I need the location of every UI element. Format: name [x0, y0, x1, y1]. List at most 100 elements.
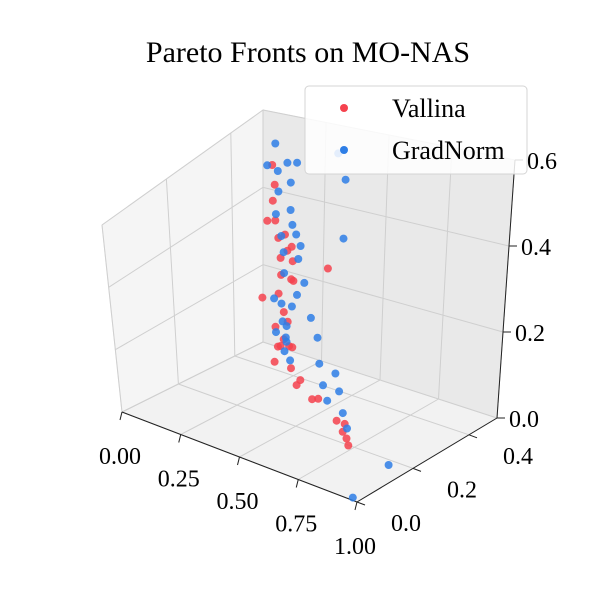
tick-labels: 0.00 0.25 0.50 0.75 1.00 0.0 0.2 0.4 0.0 0.2 0.4 0.… — [99, 149, 557, 560]
point-gradnorm — [339, 234, 348, 243]
x-tick-mark — [354, 501, 358, 511]
point-gradnorm — [296, 242, 305, 250]
y-tick-label: 0.0 — [391, 511, 421, 537]
point-vallina — [287, 275, 296, 284]
point-vallina — [263, 216, 272, 225]
point-vallina — [258, 293, 267, 302]
z-axis-line — [496, 159, 516, 419]
x-tick-label: 1.00 — [334, 534, 376, 560]
grid-line-z-back — [262, 341, 498, 419]
point-vallina — [287, 364, 295, 373]
point-gradnorm — [274, 187, 283, 196]
legend-label-vallina: Vallina — [392, 94, 466, 123]
legend-marker-gradnorm — [340, 146, 348, 154]
grid-line-z-back — [262, 186, 510, 247]
x-tick-label: 0.50 — [217, 489, 259, 515]
point-gradnorm — [300, 278, 309, 287]
point-gradnorm — [273, 167, 282, 175]
point-gradnorm — [323, 396, 332, 405]
grid-line-x-back — [379, 134, 390, 381]
x-tick-label: 0.25 — [158, 467, 200, 493]
x-tick-label: 0.00 — [99, 444, 141, 470]
x-tick-mark — [295, 479, 299, 488]
point-gradnorm — [277, 232, 286, 240]
point-gradnorm — [288, 220, 297, 229]
chart-title: Pareto Fronts on MO-NAS — [146, 36, 470, 69]
point-gradnorm — [319, 381, 327, 390]
point-vallina — [287, 242, 296, 251]
legend: Vallina GradNorm — [304, 85, 528, 175]
point-gradnorm — [384, 461, 393, 469]
grid-line-z-back — [262, 264, 504, 333]
y-tick-label: 0.2 — [447, 477, 477, 503]
point-gradnorm — [277, 299, 286, 308]
point-vallina — [344, 441, 353, 450]
x-tick-mark — [178, 434, 182, 443]
points — [258, 139, 393, 502]
point-gradnorm — [292, 230, 301, 239]
y-tick-mark — [356, 501, 366, 506]
point-gradnorm — [280, 347, 289, 356]
point-gradnorm — [341, 175, 350, 184]
point-gradnorm — [293, 290, 301, 299]
point-gradnorm — [315, 359, 324, 368]
legend-box — [304, 85, 528, 175]
grid-line-z-left — [108, 186, 264, 288]
point-gradnorm — [286, 206, 295, 214]
x-tick-mark — [119, 411, 123, 421]
z-tick-label: 0.6 — [527, 149, 557, 175]
grid-line-x-back — [438, 147, 453, 400]
point-vallina — [308, 395, 317, 404]
point-gradnorm — [278, 317, 287, 326]
point-gradnorm — [272, 328, 280, 337]
point-gradnorm — [263, 161, 272, 170]
grid-line-y-floor — [178, 383, 414, 469]
point-gradnorm — [338, 409, 347, 418]
point-vallina — [332, 416, 341, 425]
legend-marker-vallina — [340, 104, 348, 112]
point-gradnorm — [280, 269, 289, 278]
y-tick-mark — [468, 434, 478, 439]
grid-line-y-left — [101, 224, 123, 413]
point-gradnorm — [279, 248, 288, 257]
point-vallina — [271, 216, 280, 225]
point-vallina — [288, 343, 297, 352]
z-tick-label: 0.0 — [509, 407, 539, 433]
point-vallina — [342, 434, 351, 443]
point-gradnorm — [271, 139, 280, 148]
grid-line-z-left — [121, 341, 264, 413]
point-vallina — [270, 180, 279, 189]
x-tick-mark — [237, 456, 240, 466]
x-tick-label: 0.75 — [275, 512, 317, 538]
point-vallina — [314, 394, 323, 403]
point-gradnorm — [343, 424, 351, 433]
point-gradnorm — [331, 369, 340, 378]
point-gradnorm — [283, 158, 292, 167]
point-gradnorm — [281, 333, 290, 342]
grid-line-y-left — [230, 132, 236, 357]
grid-line-x-floor — [298, 398, 439, 480]
y-axis-line — [356, 417, 498, 503]
grid-line-z-left — [115, 264, 264, 351]
point-vallina — [268, 196, 277, 205]
grid-line-y-floor — [234, 355, 470, 436]
point-gradnorm — [335, 387, 344, 396]
pane-group — [101, 109, 516, 503]
y-tick-mark — [412, 467, 422, 472]
z-tick-label: 0.2 — [515, 321, 545, 347]
point-gradnorm — [286, 178, 295, 187]
legend-label-gradnorm: GradNorm — [392, 136, 505, 165]
point-gradnorm — [271, 210, 280, 219]
point-gradnorm — [306, 313, 315, 322]
point-gradnorm — [293, 158, 302, 167]
grid-line-x-floor — [180, 360, 322, 435]
point-gradnorm — [348, 493, 357, 502]
point-gradnorm — [294, 255, 303, 263]
point-vallina — [270, 357, 279, 366]
y-tick-label: 0.4 — [503, 444, 533, 470]
point-gradnorm — [287, 302, 296, 311]
point-gradnorm — [270, 294, 279, 303]
grid-line-x-floor — [239, 379, 381, 458]
point-vallina — [279, 308, 288, 317]
